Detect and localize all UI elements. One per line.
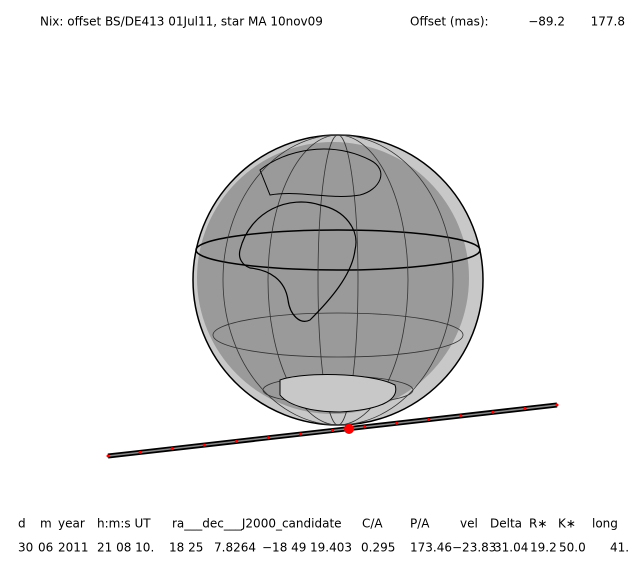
track-tick xyxy=(363,425,367,429)
title: Nix: offset BS/DE413 01Jul11, star MA 10… xyxy=(40,15,323,29)
cell: 173.46 xyxy=(410,541,452,555)
column-header: K∗ xyxy=(558,517,576,531)
track-tick xyxy=(202,443,206,447)
cell: −18 49 xyxy=(262,541,306,555)
cell: 18 25 xyxy=(169,541,203,555)
track-tick xyxy=(523,407,527,411)
track-tick xyxy=(555,403,559,407)
offset-label: Offset (mas): xyxy=(410,15,489,29)
column-header: vel xyxy=(460,517,478,531)
cell: −23.83 xyxy=(452,541,496,555)
column-header: P/A xyxy=(410,517,430,531)
offset-value: 177.8 xyxy=(591,15,625,29)
cell: 30 xyxy=(18,541,33,555)
column-header: R∗ xyxy=(529,517,547,531)
cell: 19.403 xyxy=(310,541,352,555)
track-tick xyxy=(491,410,495,414)
cell: 31.04 xyxy=(494,541,528,555)
cell: 19.2 xyxy=(530,541,557,555)
track-tick xyxy=(266,436,270,440)
column-header: m xyxy=(40,517,52,531)
column-header: d xyxy=(18,517,26,531)
shadow-path xyxy=(106,402,559,459)
cell: 41. xyxy=(610,541,629,555)
track-tick xyxy=(427,418,431,422)
cell: 06 xyxy=(38,541,53,555)
cell: 0.295 xyxy=(361,541,395,555)
column-header: Delta xyxy=(490,517,522,531)
offset-value: −89.2 xyxy=(528,15,565,29)
track-tick xyxy=(106,454,110,458)
cell: 50.0 xyxy=(559,541,586,555)
track-ticks xyxy=(106,403,559,458)
cell: 7.8264 xyxy=(214,541,256,555)
closest-approach xyxy=(344,424,354,434)
track-tick xyxy=(395,421,399,425)
cell: 2011 xyxy=(58,541,89,555)
column-header: long xyxy=(592,517,618,531)
cell: 21 08 10. xyxy=(97,541,154,555)
column-header: year xyxy=(58,517,85,531)
track-tick xyxy=(138,450,142,454)
column-header: h:m:s UT xyxy=(97,517,151,531)
track-tick xyxy=(459,414,463,418)
track-tick xyxy=(170,447,174,451)
track-tick xyxy=(234,439,238,443)
globe xyxy=(192,134,484,426)
track-tick xyxy=(298,432,302,436)
column-header: C/A xyxy=(362,517,383,531)
column-header: ra___dec___J2000_candidate xyxy=(172,517,342,531)
track-tick xyxy=(331,429,334,432)
event-table: d m year h:m:s UT ra___dec___J2000_candidate… xyxy=(18,517,629,555)
